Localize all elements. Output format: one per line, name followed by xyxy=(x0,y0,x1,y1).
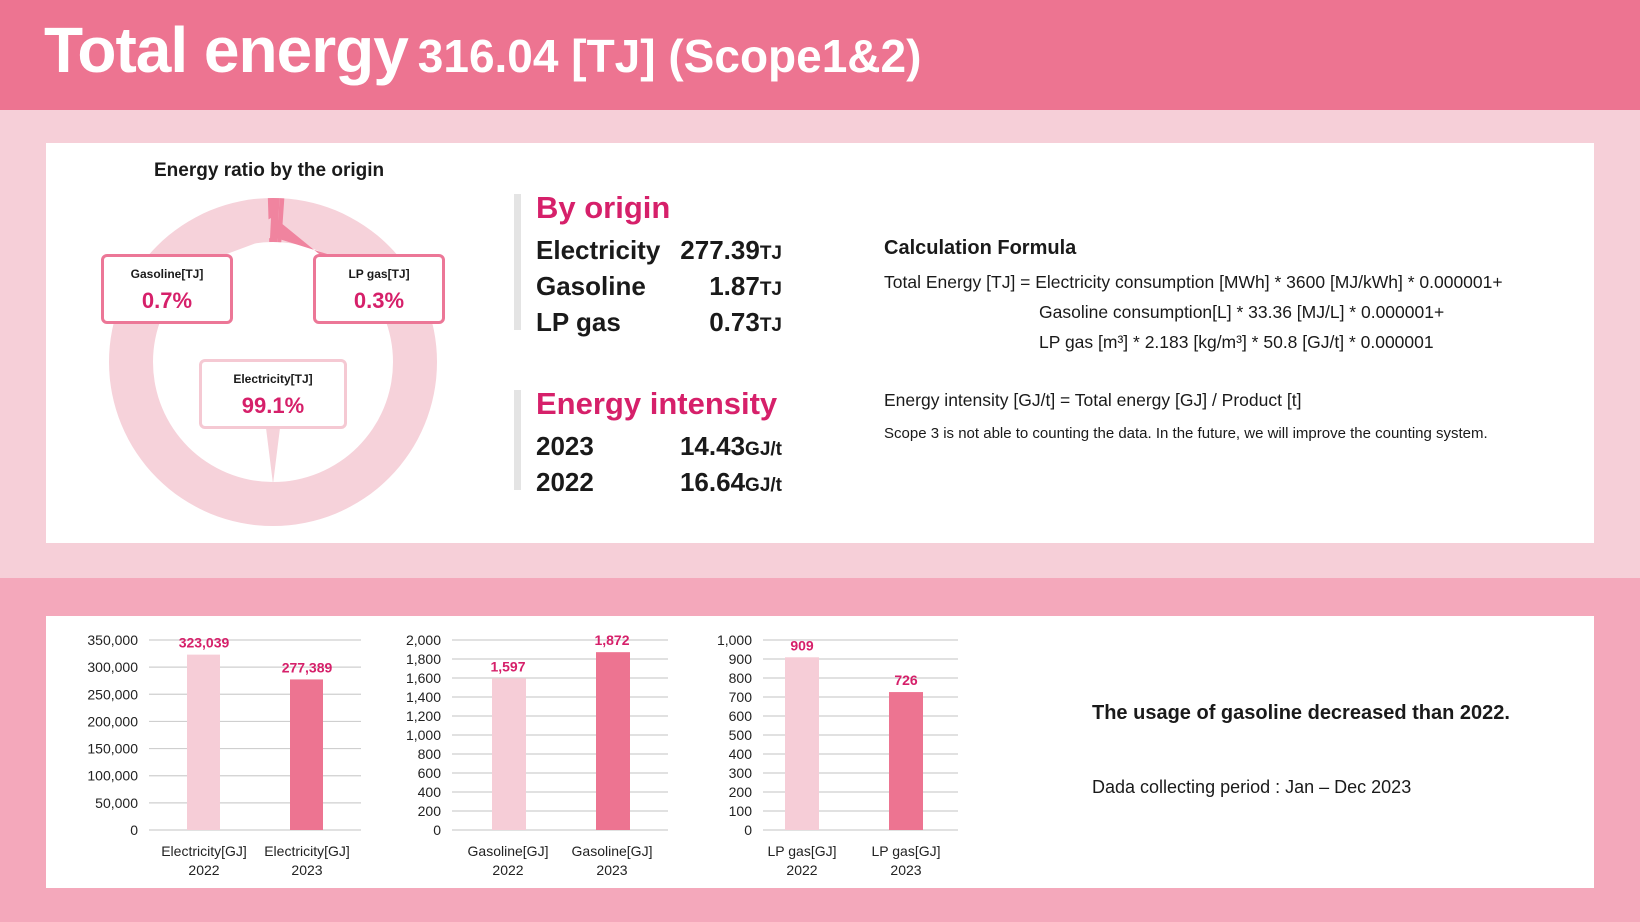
gasoline-ytick-label: 800 xyxy=(418,746,442,762)
callout-gasoline-value: 0.7% xyxy=(141,288,193,313)
collection-period: Dada collecting period : Jan – Dec 2023 xyxy=(1092,777,1412,797)
origin-electricity-label: Electricity xyxy=(536,235,661,265)
title-main: Total energy xyxy=(44,14,409,86)
electricity-bar-2022 xyxy=(187,654,220,830)
intensity-title: Energy intensity xyxy=(536,386,778,421)
formula-line-3: LP gas [m³] * 2.183 [kg/m³] * 50.8 [GJ/t… xyxy=(1039,332,1434,352)
callout-lpgas-label: LP gas[TJ] xyxy=(348,267,410,281)
gasoline-x-label: 2022 xyxy=(492,862,523,878)
callout-lpgas-value: 0.3% xyxy=(353,288,405,313)
lpgas-ytick-label: 200 xyxy=(729,784,753,800)
lpgas-x-label: 2022 xyxy=(786,862,817,878)
origin-gasoline-label: Gasoline xyxy=(536,271,646,301)
leader-electricity xyxy=(266,428,280,484)
gasoline-data-label-2023: 1,872 xyxy=(594,632,629,648)
electricity-ytick-label: 150,000 xyxy=(87,741,138,757)
gasoline-ytick-label: 0 xyxy=(433,822,441,838)
gasoline-ytick-label: 600 xyxy=(418,765,442,781)
lpgas-ytick-label: 900 xyxy=(729,651,753,667)
by-origin-title: By origin xyxy=(536,190,671,225)
lpgas-x-label: LP gas[GJ] xyxy=(871,843,940,859)
callout-gasoline-label: Gasoline[TJ] xyxy=(130,267,204,281)
lpgas-bar-2023 xyxy=(889,692,923,830)
lpgas-x-label: LP gas[GJ] xyxy=(767,843,836,859)
lpgas-ytick-label: 600 xyxy=(729,708,753,724)
formula-line-2: Gasoline consumption[L] * 33.36 [MJ/L] *… xyxy=(1039,302,1445,322)
origin-electricity-value: 277.39TJ xyxy=(680,235,782,265)
gasoline-ytick-label: 1,800 xyxy=(406,651,441,667)
title-total-value: 316.04 [TJ] (Scope1&2) xyxy=(417,30,922,82)
header-banner: Total energy 316.04 [TJ] (Scope1&2) xyxy=(0,0,1640,110)
lpgas-ytick-label: 400 xyxy=(729,746,753,762)
gasoline-ytick-label: 2,000 xyxy=(406,632,441,648)
electricity-data-label-2022: 323,039 xyxy=(179,635,230,651)
formula-line-1: Total Energy [TJ] = Electricity consumpt… xyxy=(884,272,1503,292)
intensity-formula: Energy intensity [GJ/t] = Total energy [… xyxy=(884,390,1302,410)
origin-lpgas-label: LP gas xyxy=(536,307,621,337)
intensity-2023-value: 14.43GJ/t xyxy=(679,431,782,461)
leader-gasoline xyxy=(200,218,271,258)
gasoline-ytick-label: 1,400 xyxy=(406,689,441,705)
electricity-ytick-label: 50,000 xyxy=(95,795,138,811)
electricity-ytick-label: 100,000 xyxy=(87,768,138,784)
callout-electricity-label: Electricity[TJ] xyxy=(233,372,313,386)
callout-electricity: Electricity[TJ] 99.1% xyxy=(199,359,347,429)
formula-title: Calculation Formula xyxy=(884,237,1077,259)
gasoline-ytick-label: 400 xyxy=(418,784,442,800)
electricity-ytick-label: 200,000 xyxy=(87,713,138,729)
gasoline-ytick-label: 200 xyxy=(418,803,442,819)
callout-gasoline: Gasoline[TJ] 0.7% xyxy=(101,254,233,324)
lpgas-ytick-label: 300 xyxy=(729,765,753,781)
lpgas-ytick-label: 100 xyxy=(729,803,753,819)
gasoline-note: The usage of gasoline decreased than 202… xyxy=(1092,702,1510,724)
electricity-ytick-label: 350,000 xyxy=(87,632,138,648)
callout-lpgas: LP gas[TJ] 0.3% xyxy=(313,254,445,324)
intensity-2022-value: 16.64GJ/t xyxy=(679,467,782,497)
lpgas-ytick-label: 700 xyxy=(729,689,753,705)
gasoline-ytick-label: 1,000 xyxy=(406,727,441,743)
electricity-x-label: Electricity[GJ] xyxy=(161,843,247,859)
electricity-x-label: 2023 xyxy=(291,862,322,878)
donut-title: Energy ratio by the origin xyxy=(154,160,385,181)
lpgas-data-label-2023: 726 xyxy=(894,672,918,688)
electricity-x-label: 2022 xyxy=(188,862,219,878)
electricity-ytick-label: 0 xyxy=(130,822,138,838)
gasoline-ytick-label: 1,200 xyxy=(406,708,441,724)
gasoline-x-label: 2023 xyxy=(596,862,627,878)
intensity-2022-label: 2022 xyxy=(536,467,594,497)
intensity-2023-label: 2023 xyxy=(536,431,594,461)
electricity-ytick-label: 300,000 xyxy=(87,659,138,675)
gasoline-x-label: Gasoline[GJ] xyxy=(468,843,549,859)
callout-electricity-value: 99.1% xyxy=(241,393,305,418)
scope3-note: Scope 3 is not able to counting the data… xyxy=(884,425,1488,442)
lpgas-x-label: 2023 xyxy=(890,862,921,878)
intensity-divider xyxy=(514,390,521,490)
lpgas-ytick-label: 500 xyxy=(729,727,753,743)
lpgas-ytick-label: 1,000 xyxy=(717,632,752,648)
electricity-bar-2023 xyxy=(290,679,323,830)
lpgas-ytick-label: 800 xyxy=(729,670,753,686)
gasoline-bar-2023 xyxy=(596,652,630,830)
gasoline-ytick-label: 1,600 xyxy=(406,670,441,686)
page-title: Total energy 316.04 [TJ] (Scope1&2) xyxy=(44,18,921,82)
lpgas-data-label-2022: 909 xyxy=(790,637,814,653)
lpgas-bar-2022 xyxy=(785,657,819,830)
gasoline-data-label-2022: 1,597 xyxy=(490,658,525,674)
electricity-data-label-2023: 277,389 xyxy=(282,659,333,675)
lpgas-ytick-label: 0 xyxy=(744,822,752,838)
electricity-ytick-label: 250,000 xyxy=(87,686,138,702)
origin-gasoline-value: 1.87TJ xyxy=(709,271,782,301)
origin-lpgas-value: 0.73TJ xyxy=(709,307,782,337)
gasoline-bar-2022 xyxy=(492,678,526,830)
gasoline-x-label: Gasoline[GJ] xyxy=(572,843,653,859)
leader-lpgas xyxy=(275,218,340,258)
by-origin-divider xyxy=(514,194,521,330)
electricity-x-label: Electricity[GJ] xyxy=(264,843,350,859)
